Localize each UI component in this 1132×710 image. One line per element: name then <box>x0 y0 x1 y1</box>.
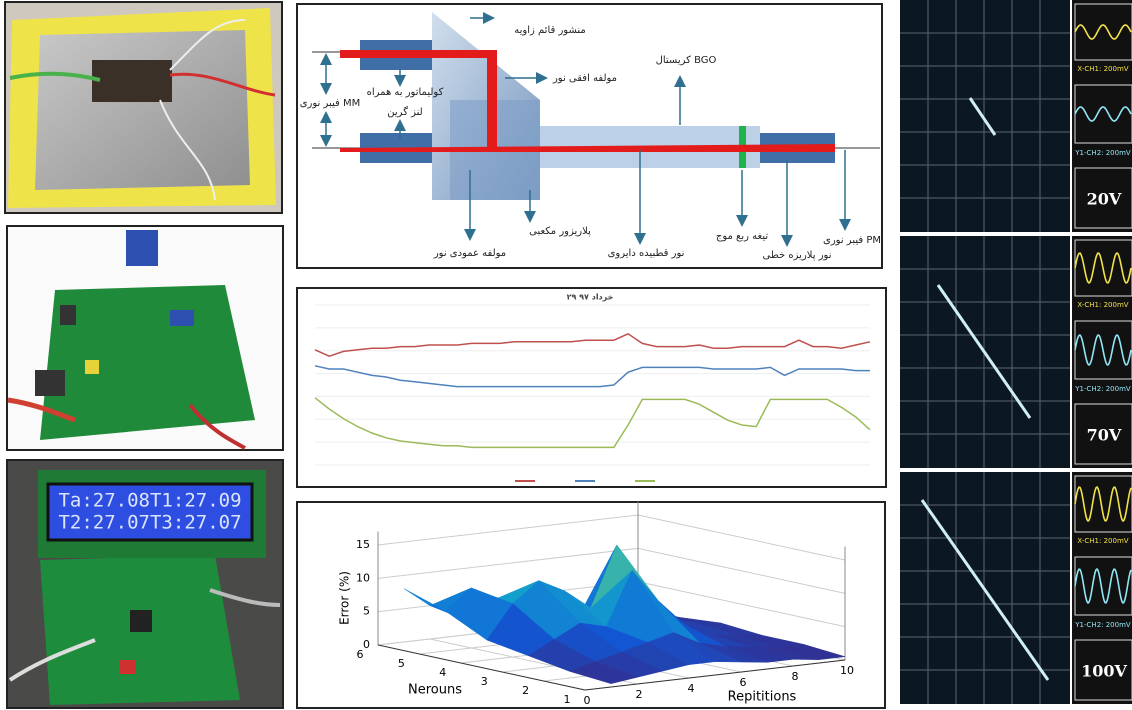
diagram-label: مولفه افقی نور <box>552 73 617 84</box>
diagram-label: کولیماتور به همراه <box>367 87 444 98</box>
figure: Ta:27.08T1:27.09 T2:27.07T3:27.07 منشور … <box>0 0 1132 710</box>
x-tick-label: 6 <box>740 676 747 689</box>
lcd-line: T2:27.07T3:27.07 <box>58 512 241 534</box>
photo-sensor <box>5 2 282 213</box>
diagram-label: پلاریزور مکعبی <box>529 226 591 237</box>
channel-label: Y1-CH2: 200mV <box>1074 149 1131 157</box>
y-tick-label: 5 <box>398 657 405 670</box>
z-axis-label: Error (%) <box>338 571 352 625</box>
z-tick-label: 0 <box>363 638 370 651</box>
voltage-label: 100V <box>1081 662 1127 681</box>
diagram-label: نور پلاریزه خطی <box>763 250 832 261</box>
x-axis-label: Repititions <box>728 690 797 705</box>
z-tick-label: 5 <box>363 605 370 618</box>
channel-label: X-CH1: 200mV <box>1077 65 1128 73</box>
channel-label: X-CH1: 200mV <box>1077 537 1128 545</box>
y-tick-label: 4 <box>439 666 446 679</box>
diagram-label: فیبر نوری MM <box>300 98 361 109</box>
y-tick-label: 3 <box>481 675 488 688</box>
photo-lcd: Ta:27.08T1:27.09 T2:27.07T3:27.07 <box>7 460 283 708</box>
diagram-label: مولفه عمودی نور <box>433 248 506 259</box>
y-axis-label: Nerouns <box>408 683 462 698</box>
voltage-label: 20V <box>1087 190 1122 209</box>
line-chart: ۲۹ خرداد ۹۷ <box>297 288 886 487</box>
oscilloscope-panels: X-CH1: 200mV Y1-CH2: 200mV 20V X-CH1: 200mV… <box>900 0 1132 704</box>
photo-board <box>7 226 283 450</box>
y-tick-label: 2 <box>522 684 529 697</box>
optical-diagram: منشور قائم زاویه مولفه افقی نور کریستال … <box>297 4 882 268</box>
x-tick-label: 8 <box>792 670 799 683</box>
channel-label: Y1-CH2: 200mV <box>1074 621 1131 629</box>
z-tick-label: 10 <box>356 571 370 584</box>
chart-title: ۲۹ خرداد ۹۷ <box>567 293 614 302</box>
z-tick-label: 15 <box>356 538 370 551</box>
y-tick-label: 1 <box>564 693 571 706</box>
diagram-label: تیغه ربع موج <box>716 231 768 242</box>
diagram-label: نور قطبیده دایروی <box>608 248 685 259</box>
x-tick-label: 4 <box>688 682 695 695</box>
diagram-label: فیبر نوری PM <box>823 235 881 246</box>
diagram-label: منشور قائم زاویه <box>514 25 586 36</box>
lcd-line: Ta:27.08T1:27.09 <box>58 490 241 512</box>
channel-label: X-CH1: 200mV <box>1077 301 1128 309</box>
diagram-label: کریستال BGO <box>656 55 717 66</box>
y-tick-label: 6 <box>357 648 364 661</box>
diagram-label: لنز گرین <box>387 106 422 118</box>
scope-screen <box>900 0 1070 232</box>
x-tick-label: 0 <box>584 694 591 707</box>
channel-label: Y1-CH2: 200mV <box>1074 385 1131 393</box>
x-tick-label: 10 <box>840 664 854 677</box>
x-tick-label: 2 <box>636 688 643 701</box>
voltage-label: 70V <box>1087 426 1122 445</box>
